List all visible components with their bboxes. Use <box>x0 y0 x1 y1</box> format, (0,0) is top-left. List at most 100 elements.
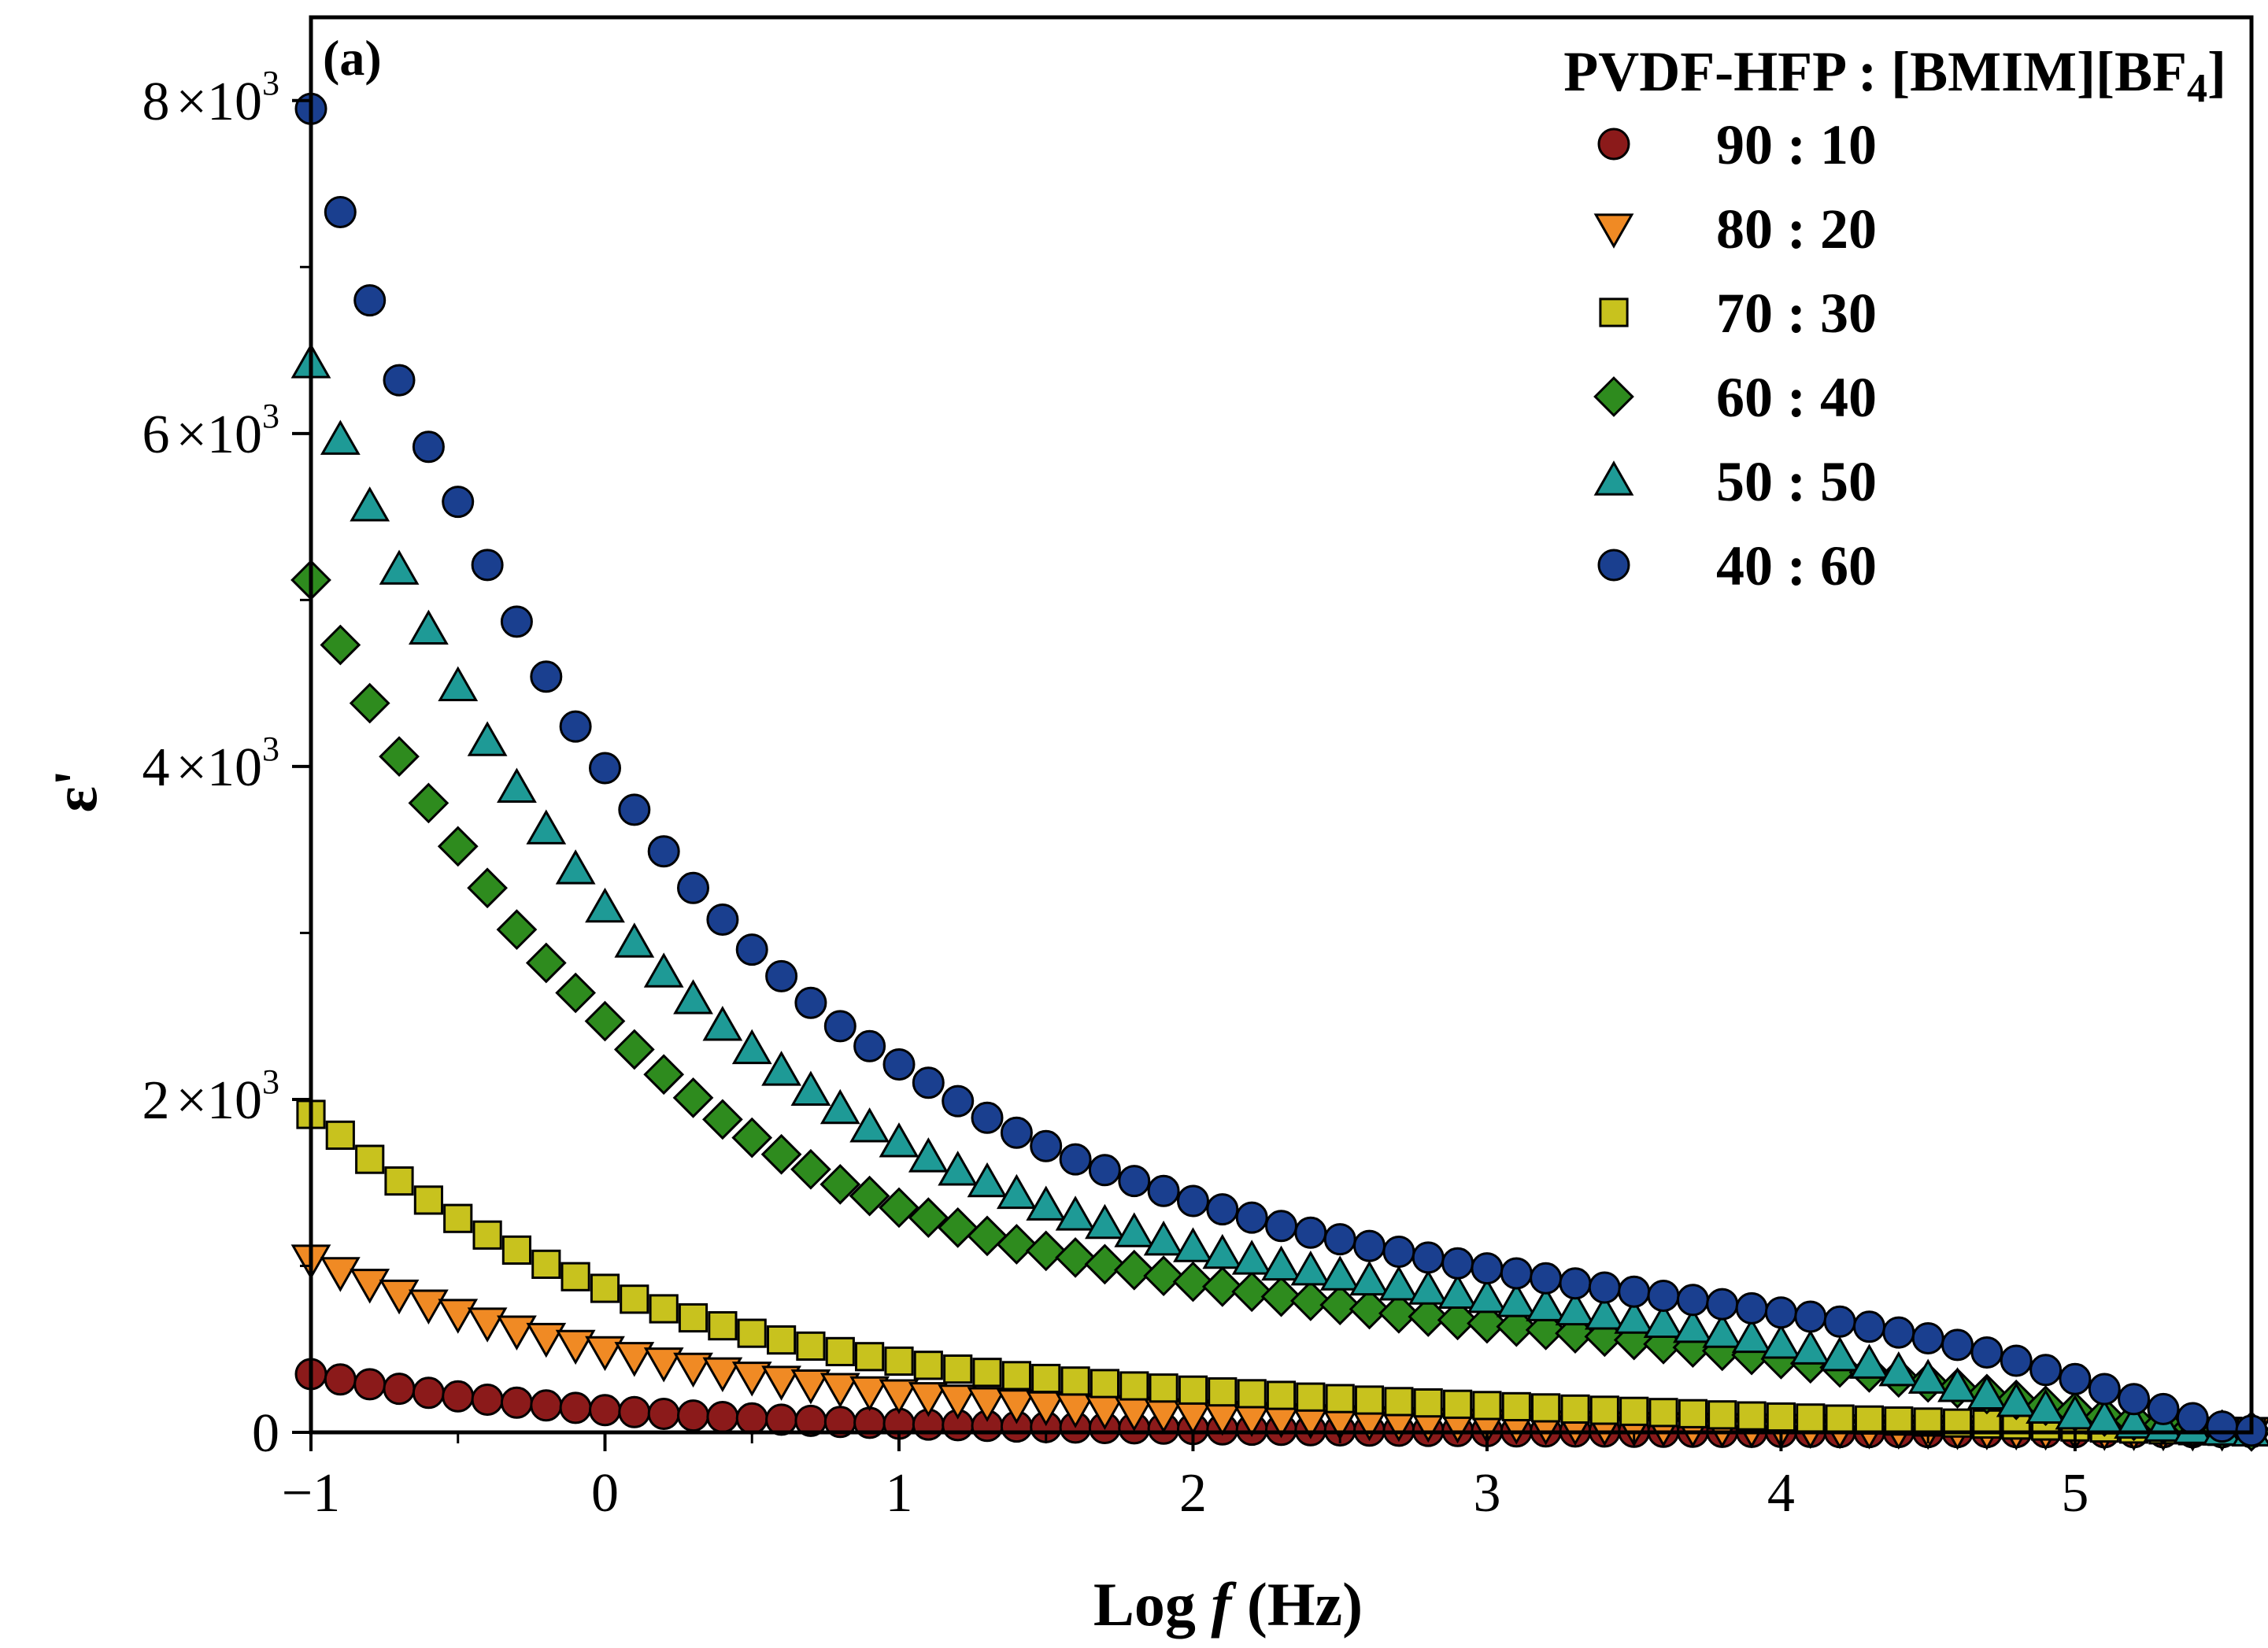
data-point <box>1378 1292 1419 1334</box>
data-point <box>1384 1387 1414 1417</box>
data-point <box>677 1399 709 1432</box>
data-point <box>996 1173 1037 1210</box>
data-point <box>1702 1313 1743 1348</box>
data-point <box>324 196 357 228</box>
legend-title: PVDF-HFP : [BMIM][BF4] <box>1563 40 2226 111</box>
data-point <box>1235 1201 1268 1234</box>
data-point <box>913 1351 943 1380</box>
data-point <box>409 1289 449 1325</box>
y-tick-label: 8 ×103 <box>142 64 279 132</box>
data-point <box>971 1101 1004 1134</box>
data-point <box>585 887 625 923</box>
data-point <box>525 942 567 984</box>
data-point <box>1735 1291 1768 1325</box>
data-point <box>1996 1382 2037 1417</box>
data-point <box>531 1249 561 1280</box>
data-point <box>555 972 597 1014</box>
data-point <box>1588 1271 1621 1304</box>
data-point <box>1296 1382 1326 1412</box>
data-point <box>855 1342 885 1372</box>
data-point <box>1794 1300 1827 1333</box>
data-point <box>1060 1366 1090 1396</box>
data-point <box>908 1197 949 1238</box>
data-point <box>1202 1233 1243 1269</box>
data-point <box>1030 1129 1063 1162</box>
data-point <box>1231 1271 1273 1313</box>
data-point <box>1113 1249 1155 1291</box>
data-point <box>643 1347 684 1383</box>
data-point <box>443 1203 473 1233</box>
data-point <box>1231 1240 1272 1275</box>
x-tick-label: 4 <box>1767 1463 1795 1524</box>
data-point <box>1437 1299 1478 1341</box>
data-point <box>412 430 445 464</box>
data-point <box>1884 1406 1914 1436</box>
data-point <box>879 1187 919 1229</box>
data-point <box>731 1362 772 1397</box>
data-point <box>555 1329 596 1365</box>
data-point <box>1849 1343 1889 1379</box>
legend-entry: 50 : 50 <box>1593 450 1877 513</box>
data-point <box>879 1122 919 1158</box>
data-point <box>647 835 680 868</box>
data-point <box>437 826 479 867</box>
data-point <box>912 1066 945 1099</box>
series-4 <box>290 560 2268 1452</box>
data-point <box>1149 1373 1178 1403</box>
data-point <box>349 682 390 724</box>
data-point <box>1031 1363 1061 1394</box>
data-point <box>1260 1276 1302 1317</box>
data-point <box>820 1373 860 1408</box>
data-point <box>765 959 798 992</box>
data-point <box>672 1077 714 1118</box>
data-point <box>438 1299 479 1334</box>
data-point <box>1261 1245 1301 1281</box>
legend-entry: 80 : 20 <box>1593 198 1877 261</box>
data-point <box>1055 1237 1096 1278</box>
x-tick-label: 1 <box>885 1463 912 1524</box>
data-point <box>500 1386 533 1419</box>
data-point <box>1026 1185 1067 1221</box>
data-point <box>320 624 361 666</box>
legend-marker <box>1597 127 1630 161</box>
data-point <box>1143 1220 1184 1256</box>
data-point <box>614 922 655 958</box>
data-point <box>2176 1402 2209 1435</box>
data-point <box>1584 1295 1625 1330</box>
legend-entry: 90 : 10 <box>1597 113 1877 176</box>
data-point <box>882 1048 916 1081</box>
data-point <box>1085 1203 1125 1240</box>
legend-entries: 90 : 10 80 : 20 70 : 30 60 : 40 50 : 50 40 : … <box>1593 113 1877 597</box>
data-point <box>1678 1399 1708 1428</box>
data-point <box>409 609 449 645</box>
data-point <box>1766 1402 1796 1432</box>
data-point <box>1911 1322 1944 1354</box>
data-point <box>1706 1288 1739 1321</box>
data-point <box>1966 1374 2007 1410</box>
data-point <box>497 1315 537 1351</box>
data-point <box>555 849 596 885</box>
data-point <box>497 767 537 803</box>
data-point <box>620 1284 649 1314</box>
legend-title-subscript: 4 <box>2187 66 2207 111</box>
data-point <box>765 1403 798 1436</box>
data-point <box>1084 1243 1126 1285</box>
data-point <box>1647 1280 1680 1312</box>
data-point <box>2118 1383 2151 1416</box>
data-point <box>708 1311 738 1341</box>
data-point <box>471 549 504 582</box>
data-point <box>413 1185 443 1215</box>
data-point <box>561 1262 590 1291</box>
y-tick-label: 0 <box>252 1403 279 1464</box>
data-point <box>412 1376 445 1410</box>
data-point <box>731 1117 773 1158</box>
data-point <box>1796 1403 1826 1433</box>
data-point <box>1289 1280 1331 1321</box>
x-axis: −1 0 1 2 3 4 5 <box>282 1432 2089 1524</box>
legend-label: 40 : 60 <box>1716 534 1877 597</box>
data-point <box>938 1384 979 1420</box>
data-point <box>350 1269 390 1304</box>
data-point <box>320 419 361 455</box>
data-point <box>1055 1195 1096 1231</box>
data-point <box>849 1175 890 1217</box>
